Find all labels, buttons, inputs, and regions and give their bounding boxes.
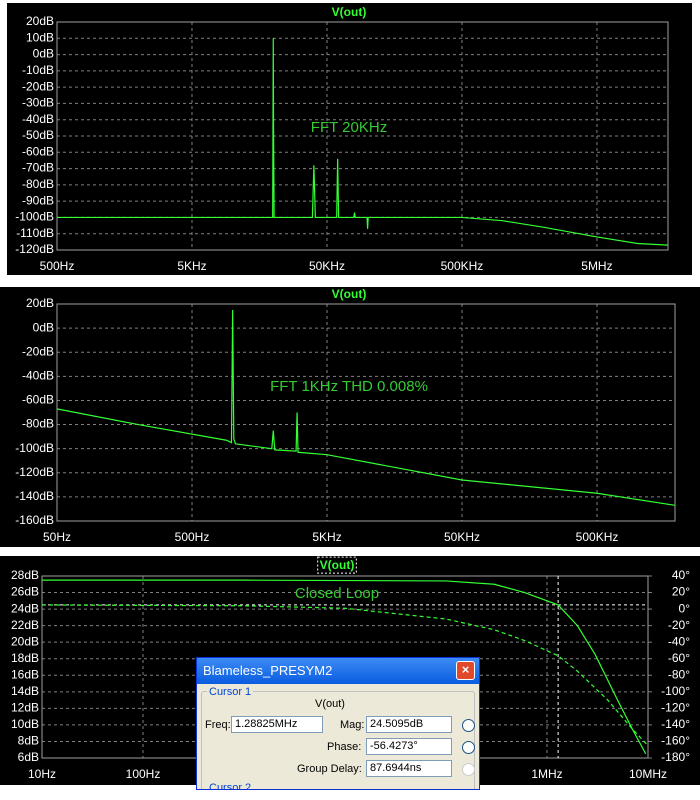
y-tick-label: -90dB [22, 193, 54, 207]
y-tick-label: 12dB [11, 701, 39, 715]
y-tick-label: -10dB [22, 63, 54, 77]
x-tick-label: 500Hz [40, 259, 75, 273]
y2-tick-label: -80° [668, 667, 690, 681]
y-tick-label: -100dB [15, 210, 54, 224]
trace [57, 38, 669, 246]
cursor-dialog: Blameless_PRESYM2 × Cursor 1 V(out) Freq… [196, 657, 480, 790]
radio-mag[interactable] [462, 719, 475, 732]
x-tick-label: 50KHz [444, 530, 480, 544]
y-tick-label: -20dB [22, 79, 54, 93]
y-tick-label: -40dB [22, 112, 54, 126]
x-tick-label: 10MHz [629, 767, 667, 781]
group-box [201, 691, 475, 789]
panel [7, 3, 692, 275]
x-tick-label: 500KHz [576, 530, 619, 544]
y-tick-label: 14dB [11, 684, 39, 698]
y-tick-label: 20dB [11, 634, 39, 648]
y2-tick-label: -20° [668, 618, 690, 632]
y-tick-label: 16dB [11, 667, 39, 681]
y2-tick-label: -120° [661, 701, 690, 715]
y-tick-label: -20dB [22, 344, 54, 358]
trace [56, 310, 676, 506]
y-tick-label: 22dB [11, 618, 39, 632]
freq-label: Freq: [205, 719, 231, 731]
y2-tick-label: -140° [661, 717, 690, 731]
title-box [317, 556, 357, 574]
chart-title: V(out) [320, 558, 355, 572]
x-tick-label: 5KHz [312, 530, 341, 544]
y-tick-label: -80dB [22, 177, 54, 191]
y-tick-label: 6dB [18, 750, 39, 764]
y2-tick-label: 0° [679, 601, 691, 615]
panel [0, 287, 700, 547]
y2-tick-label: -160° [661, 734, 690, 748]
y-tick-label: 28dB [11, 568, 39, 582]
y-tick-label: 26dB [11, 585, 39, 599]
y2-tick-label: -180° [661, 750, 690, 764]
freq-field[interactable]: 1.28825MHz [231, 716, 323, 733]
y-tick-label: 0dB [33, 320, 54, 334]
trace [42, 579, 647, 755]
y2-tick-label: 20° [672, 585, 690, 599]
x-tick-label: 50Hz [43, 530, 71, 544]
x-tick-label: 500KHz [441, 259, 484, 273]
chart-title: V(out) [332, 5, 367, 19]
y-tick-label: -60dB [22, 144, 54, 158]
y-tick-label: 0dB [33, 47, 54, 61]
y-tick-label: 20dB [26, 296, 54, 310]
radio-phase[interactable] [462, 741, 475, 754]
phase-field[interactable]: -56.4273° [366, 738, 452, 755]
y-tick-label: -80dB [22, 417, 54, 431]
y-tick-label: 10dB [26, 30, 54, 44]
x-tick-label: 500Hz [175, 530, 210, 544]
y-tick-label: -120dB [15, 242, 54, 256]
y2-tick-label: -60° [668, 651, 690, 665]
y-tick-label: -160dB [15, 513, 54, 527]
y2-tick-label: 40° [672, 568, 690, 582]
annotation: Closed Loop [295, 585, 379, 602]
y-tick-label: -140dB [15, 489, 54, 503]
x-tick-label: 100Hz [126, 767, 161, 781]
close-button[interactable]: × [456, 661, 475, 680]
radio-delay[interactable] [462, 763, 475, 776]
mag-field[interactable]: 24.5095dB [366, 716, 452, 733]
y-tick-label: -40dB [22, 369, 54, 383]
annotation: FFT 20KHz [311, 119, 387, 136]
x-tick-label: 10Hz [28, 767, 56, 781]
plot-frame [56, 21, 669, 251]
delay-label: Group Delay: [297, 763, 362, 775]
y-tick-label: 24dB [11, 601, 39, 615]
delay-field[interactable]: 87.6944ns [366, 760, 452, 777]
y-tick-label: -110dB [16, 226, 54, 240]
x-tick-label: 5MHz [581, 259, 612, 273]
x-tick-label: 50KHz [309, 259, 345, 273]
y-tick-label: 10dB [11, 717, 39, 731]
plot-frame [56, 303, 676, 522]
trace [41, 604, 649, 747]
y-tick-label: 20dB [26, 14, 54, 28]
y2-tick-label: -100° [661, 684, 690, 698]
x-tick-label: 5KHz [177, 259, 206, 273]
y-tick-label: -120dB [15, 465, 54, 479]
y-tick-label: -50dB [22, 128, 54, 142]
mag-label: Mag: [340, 719, 365, 731]
y-tick-label: -30dB [22, 96, 54, 110]
annotation: FFT 1KHz THD 0.008% [270, 378, 428, 395]
group-label: Cursor 1 [207, 686, 254, 698]
y-tick-label: -100dB [15, 441, 54, 455]
y2-tick-label: -40° [668, 634, 690, 648]
phase-label: Phase: [327, 741, 362, 753]
dialog-title: Blameless_PRESYM2 [197, 658, 479, 684]
y-tick-label: -70dB [22, 161, 54, 175]
x-tick-label: 1MHz [531, 767, 562, 781]
y-tick-label: 8dB [18, 734, 39, 748]
signal-name: V(out) [315, 698, 345, 710]
y-tick-label: 18dB [11, 651, 39, 665]
group2-label: Cursor 2 [209, 782, 252, 790]
chart-title: V(out) [332, 287, 367, 301]
y-tick-label: -60dB [22, 393, 54, 407]
